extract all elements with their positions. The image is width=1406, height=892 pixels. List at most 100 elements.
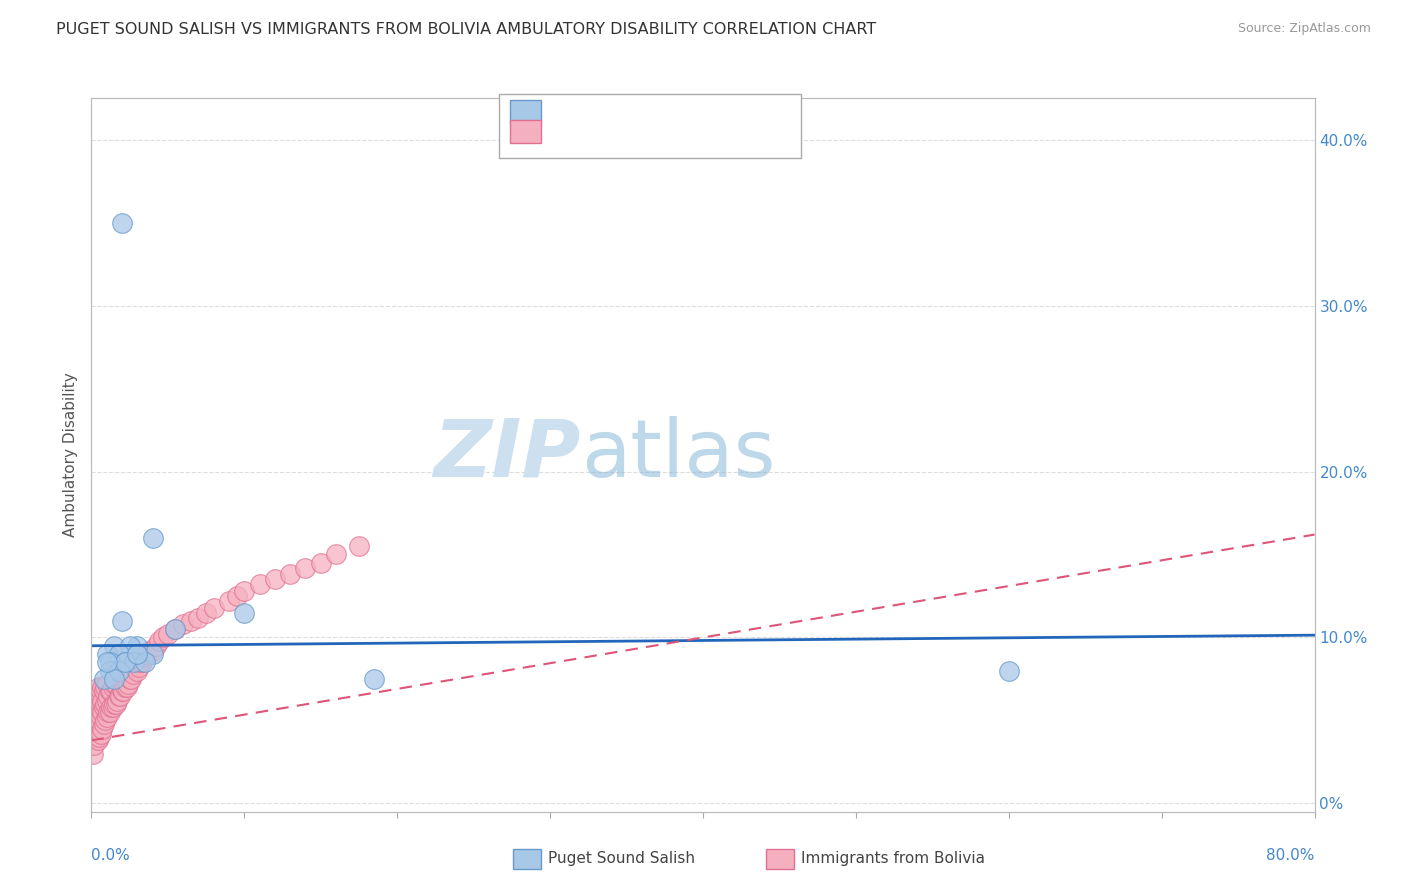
Point — [87, 730, 110, 744]
Text: 0.0%: 0.0% — [91, 848, 131, 863]
Point — [363, 672, 385, 686]
Point — [165, 622, 187, 636]
Point — [86, 733, 108, 747]
Point — [294, 561, 316, 575]
Text: Source: ZipAtlas.com: Source: ZipAtlas.com — [1237, 22, 1371, 36]
Point — [105, 693, 128, 707]
Point — [110, 689, 132, 703]
Point — [87, 680, 110, 694]
Point — [93, 683, 115, 698]
Point — [128, 660, 150, 674]
Point — [84, 730, 107, 744]
Point — [83, 697, 105, 711]
Point — [138, 644, 160, 658]
Point — [111, 614, 134, 628]
Text: PUGET SOUND SALISH VS IMMIGRANTS FROM BOLIVIA AMBULATORY DISABILITY CORRELATION : PUGET SOUND SALISH VS IMMIGRANTS FROM BO… — [56, 22, 876, 37]
Point — [87, 689, 110, 703]
Point — [93, 672, 115, 686]
Point — [91, 680, 114, 694]
Point — [108, 689, 131, 703]
Point — [111, 683, 134, 698]
Point — [118, 639, 141, 653]
Point — [98, 705, 121, 719]
Point — [97, 705, 120, 719]
Point — [278, 567, 301, 582]
Point — [104, 677, 127, 691]
Point — [93, 700, 115, 714]
Point — [93, 716, 115, 731]
Point — [111, 667, 134, 681]
Point — [103, 672, 125, 686]
Point — [83, 722, 105, 736]
Point — [114, 656, 136, 670]
Text: ZIP: ZIP — [433, 416, 581, 494]
Point — [325, 548, 347, 562]
Point — [264, 573, 287, 587]
Point — [165, 622, 187, 636]
Point — [249, 577, 271, 591]
Point — [84, 714, 107, 728]
Point — [96, 693, 118, 707]
Point — [152, 631, 174, 645]
Point — [998, 664, 1021, 678]
Point — [233, 584, 256, 599]
Point — [94, 714, 117, 728]
Point — [195, 606, 218, 620]
Point — [218, 594, 240, 608]
Point — [90, 727, 112, 741]
Point — [103, 677, 125, 691]
Point — [91, 705, 114, 719]
Point — [233, 606, 256, 620]
Text: R = 0.029   N = 25: R = 0.029 N = 25 — [553, 104, 697, 119]
Point — [97, 689, 120, 703]
Point — [141, 644, 163, 658]
Point — [86, 716, 108, 731]
Point — [135, 647, 157, 661]
Point — [82, 747, 104, 761]
Point — [145, 639, 167, 653]
Point — [180, 614, 202, 628]
Point — [122, 660, 145, 674]
Point — [141, 647, 163, 661]
Point — [83, 739, 105, 753]
Point — [87, 714, 110, 728]
Point — [115, 680, 138, 694]
Point — [134, 650, 156, 665]
Point — [225, 589, 247, 603]
Point — [87, 700, 110, 714]
Point — [108, 647, 131, 661]
Point — [103, 697, 125, 711]
Point — [96, 647, 118, 661]
Point — [309, 556, 332, 570]
Point — [117, 677, 139, 691]
Point — [96, 710, 118, 724]
Point — [96, 656, 118, 670]
Point — [100, 683, 122, 698]
Point — [141, 531, 163, 545]
Point — [90, 697, 112, 711]
Point — [347, 539, 370, 553]
Point — [114, 680, 136, 694]
Point — [101, 680, 124, 694]
Point — [83, 705, 105, 719]
Point — [118, 660, 141, 674]
Point — [86, 705, 108, 719]
Point — [134, 656, 156, 670]
Point — [84, 697, 107, 711]
Text: R = 0.140   N = 93: R = 0.140 N = 93 — [553, 134, 697, 148]
Point — [94, 697, 117, 711]
Point — [98, 683, 121, 698]
Point — [127, 647, 149, 661]
Text: atlas: atlas — [581, 416, 775, 494]
Point — [82, 730, 104, 744]
Point — [98, 656, 121, 670]
Point — [187, 610, 209, 624]
Point — [118, 672, 141, 686]
Point — [120, 672, 142, 686]
Point — [91, 722, 114, 736]
Point — [148, 633, 170, 648]
Point — [129, 656, 152, 670]
Point — [104, 697, 127, 711]
Point — [84, 689, 107, 703]
Point — [94, 680, 117, 694]
